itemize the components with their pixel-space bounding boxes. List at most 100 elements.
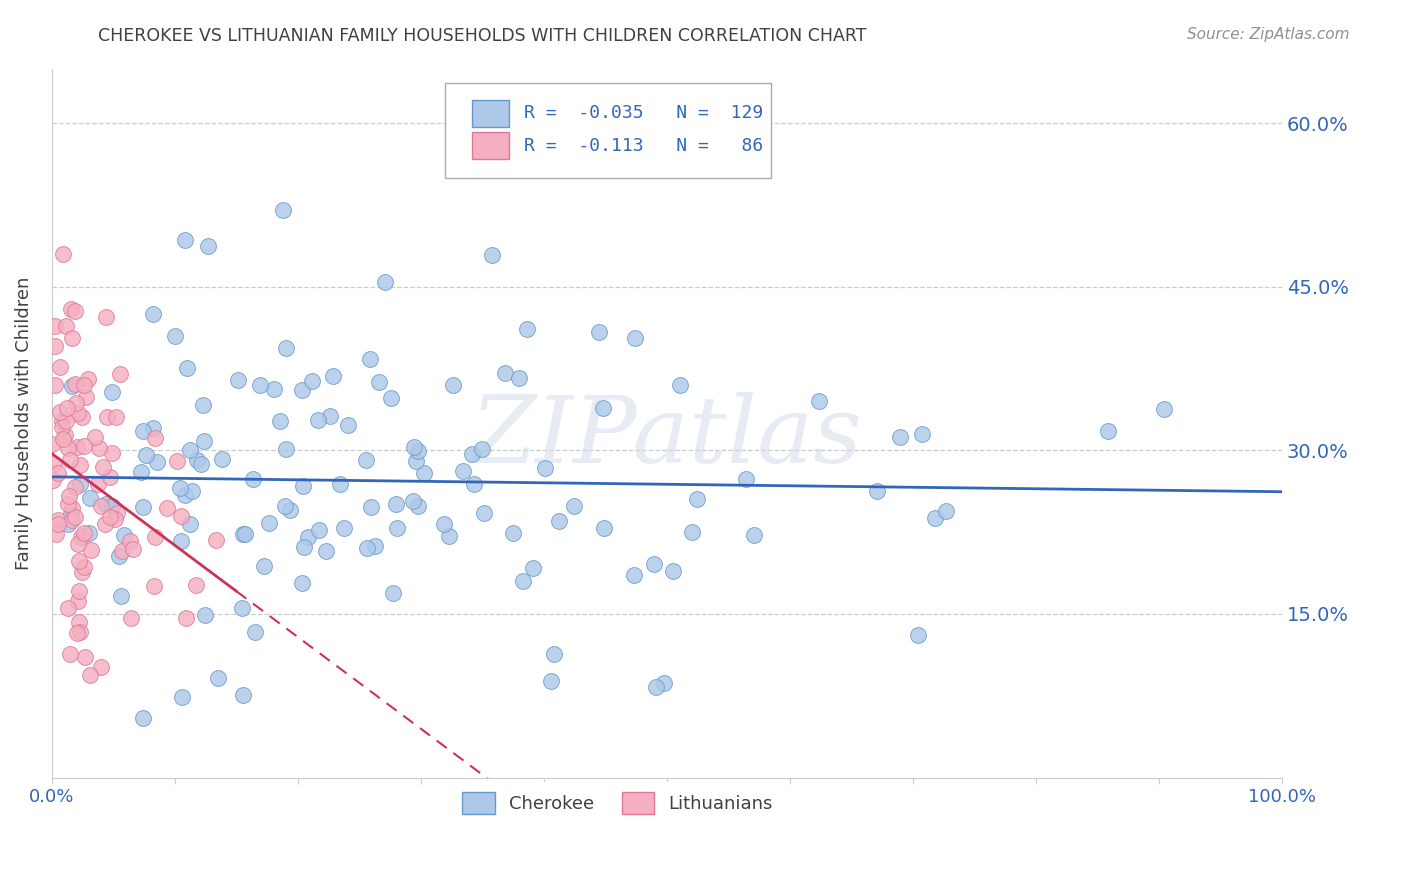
Point — [72, 378, 94, 392]
Point — [226, 373, 249, 387]
Point — [94, 516, 117, 531]
Point — [143, 430, 166, 444]
Point — [308, 523, 330, 537]
Point — [66, 407, 89, 421]
Point — [252, 559, 274, 574]
Point — [69, 458, 91, 472]
Point — [101, 499, 124, 513]
Point — [461, 447, 484, 461]
Point — [42, 473, 65, 487]
Point — [48, 360, 70, 375]
Point — [249, 378, 271, 392]
Point — [184, 578, 207, 592]
Legend: Cherokee, Lithuanians: Cherokee, Lithuanians — [451, 781, 783, 825]
Point — [60, 331, 83, 345]
Point — [508, 371, 530, 385]
Point — [45, 527, 67, 541]
Point — [364, 540, 387, 554]
Point — [112, 528, 135, 542]
Point — [291, 575, 314, 590]
Point — [367, 375, 389, 389]
Point — [60, 378, 83, 392]
Point — [60, 513, 83, 527]
Point — [356, 541, 378, 555]
Point — [42, 457, 65, 471]
Point — [380, 391, 402, 405]
Point — [924, 511, 946, 525]
Point — [437, 528, 460, 542]
Point — [322, 368, 344, 383]
Point — [274, 442, 297, 457]
Point — [292, 541, 315, 555]
Point — [512, 574, 534, 589]
Point — [540, 674, 562, 689]
Point — [72, 439, 94, 453]
Point — [384, 497, 406, 511]
Point — [73, 559, 96, 574]
Point — [329, 477, 352, 491]
Point — [176, 360, 198, 375]
Text: CHEROKEE VS LITHUANIAN FAMILY HOUSEHOLDS WITH CHILDREN CORRELATION CHART: CHEROKEE VS LITHUANIAN FAMILY HOUSEHOLDS… — [98, 27, 868, 45]
Point — [588, 325, 610, 339]
Point — [263, 382, 285, 396]
Point — [59, 507, 82, 521]
Point — [87, 476, 110, 491]
Point — [135, 448, 157, 462]
Point — [79, 668, 101, 682]
Point — [69, 624, 91, 639]
Point — [63, 303, 86, 318]
Point — [56, 601, 79, 615]
Point — [174, 488, 197, 502]
Point — [1153, 402, 1175, 417]
Point — [52, 246, 75, 260]
Point — [179, 516, 201, 531]
Point — [49, 405, 72, 419]
Y-axis label: Family Households with Children: Family Households with Children — [15, 277, 32, 570]
Point — [96, 409, 118, 424]
Point — [174, 233, 197, 247]
Point — [474, 506, 496, 520]
Point — [66, 594, 89, 608]
Point — [90, 499, 112, 513]
Point — [232, 688, 254, 702]
Point — [360, 500, 382, 515]
Point — [79, 491, 101, 505]
Point — [643, 557, 665, 571]
Point — [889, 430, 911, 444]
Point — [65, 480, 87, 494]
Point — [44, 378, 66, 392]
Point — [193, 434, 215, 449]
Point — [280, 503, 302, 517]
Point — [170, 533, 193, 548]
Point — [142, 579, 165, 593]
Point — [143, 530, 166, 544]
Point — [163, 328, 186, 343]
Point — [276, 341, 298, 355]
Point — [91, 459, 114, 474]
Point — [318, 409, 340, 423]
Point — [516, 322, 538, 336]
Point — [55, 319, 77, 334]
Point — [359, 352, 381, 367]
Point — [56, 517, 79, 532]
Point — [77, 372, 100, 386]
Point — [408, 499, 430, 513]
Point — [105, 506, 128, 520]
Point — [402, 440, 425, 454]
Point — [41, 437, 63, 451]
Point — [89, 441, 111, 455]
Point — [90, 660, 112, 674]
Point — [67, 583, 90, 598]
Point — [441, 378, 464, 392]
Point — [179, 442, 201, 457]
Point — [65, 440, 87, 454]
Point — [63, 377, 86, 392]
Point — [194, 608, 217, 623]
Point — [53, 428, 76, 442]
Point — [243, 624, 266, 639]
Point — [56, 401, 79, 416]
Point — [374, 275, 396, 289]
Point — [652, 676, 675, 690]
Point — [111, 544, 134, 558]
Point — [69, 477, 91, 491]
